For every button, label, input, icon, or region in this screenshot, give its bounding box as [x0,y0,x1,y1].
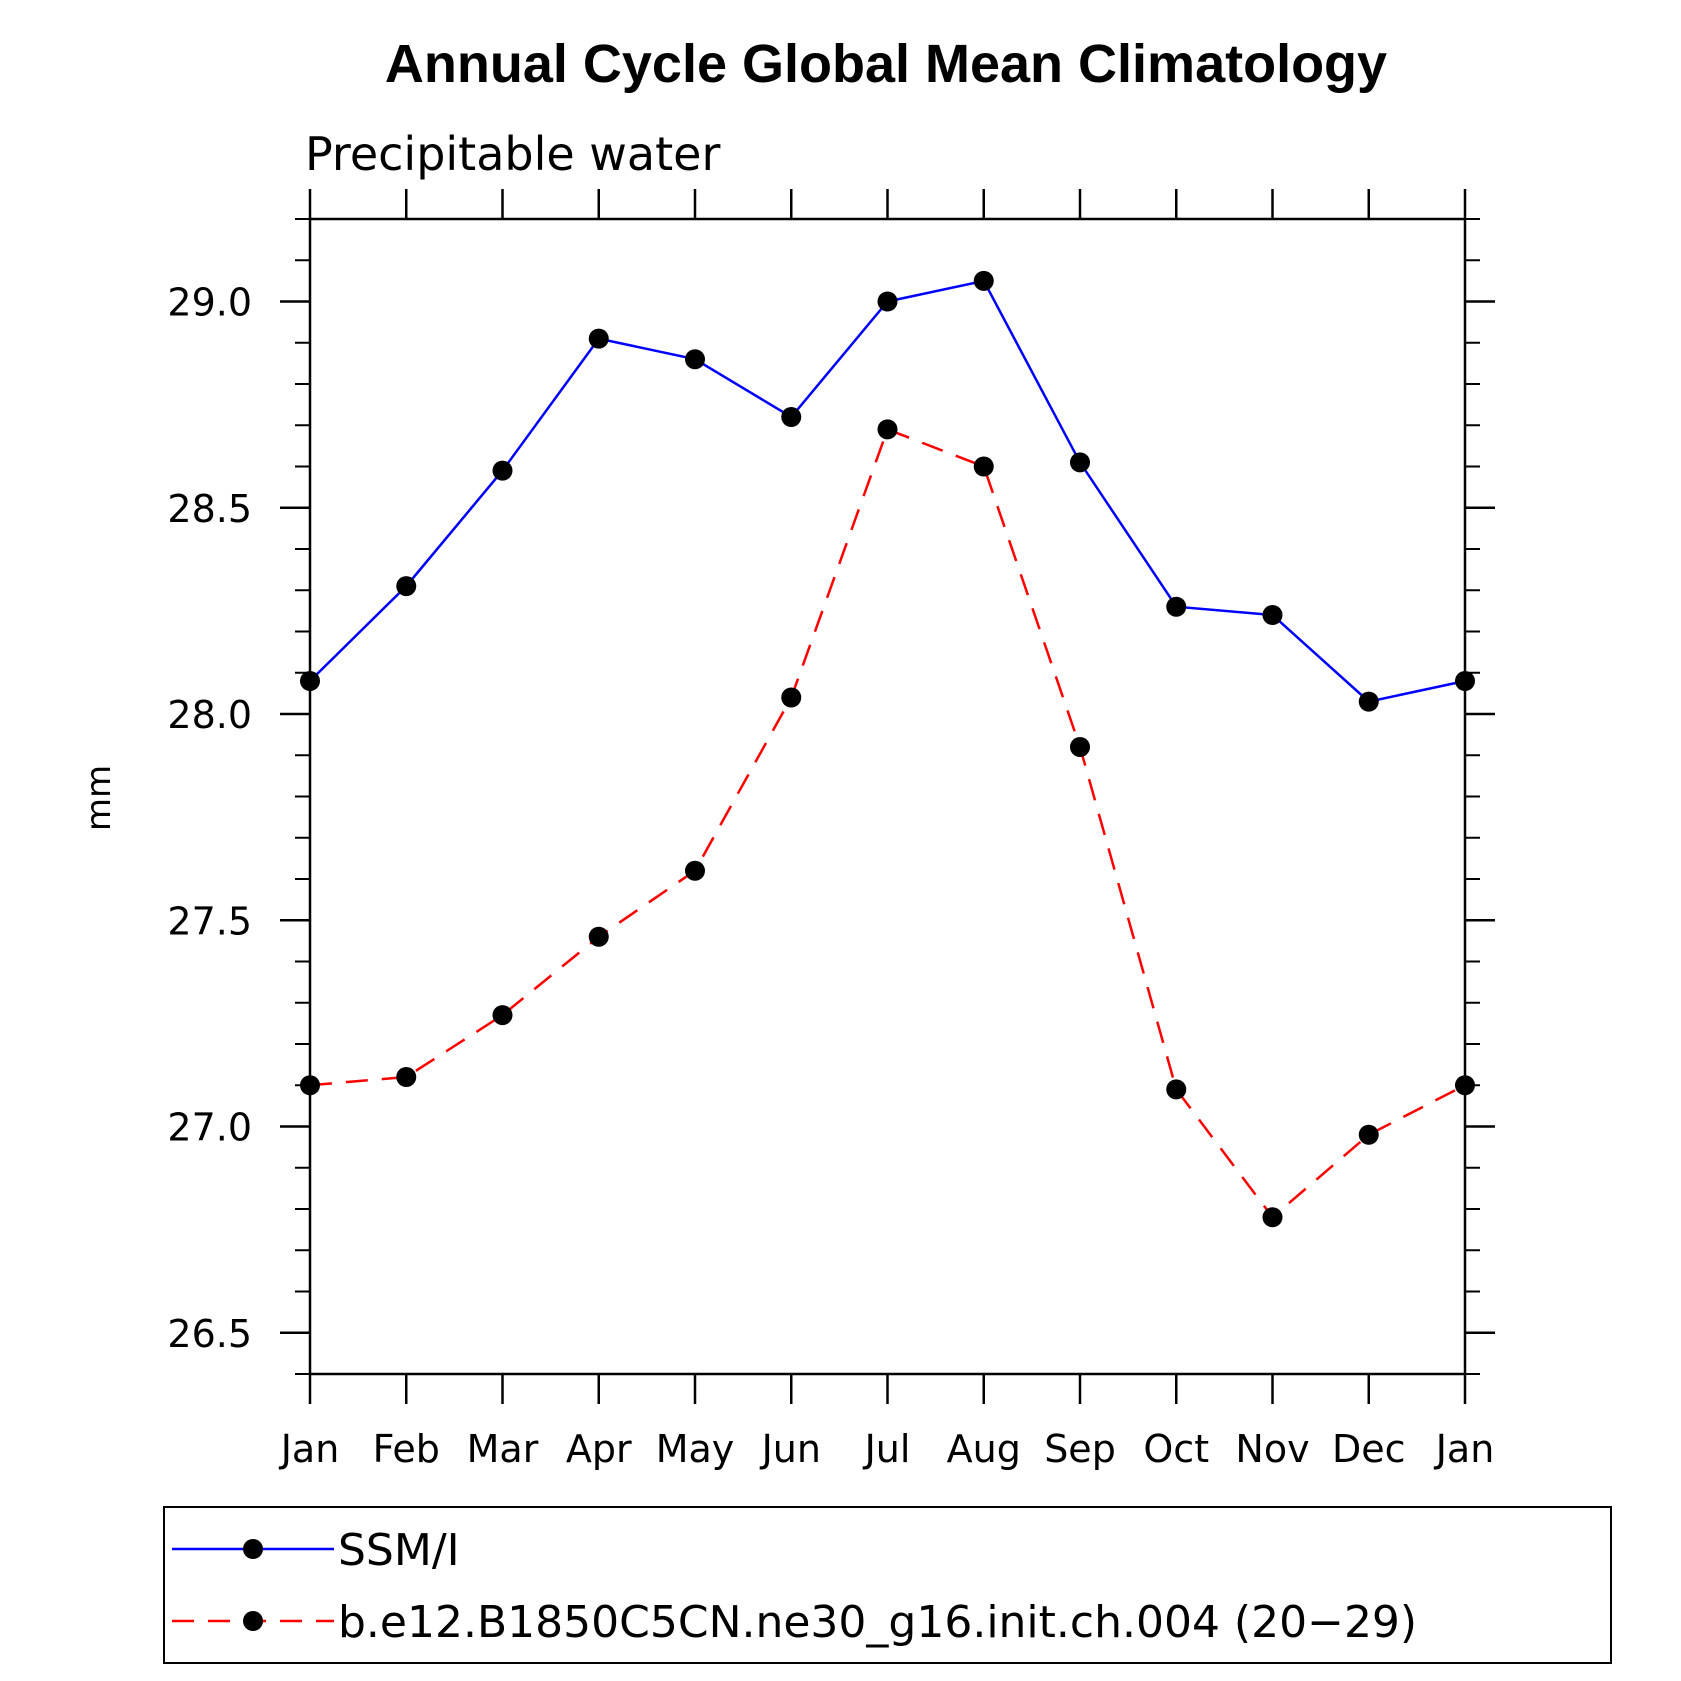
series-1-point [973,456,994,477]
series-0-point [973,270,994,291]
series-0-point [1455,671,1475,691]
legend-label-model: b.e12.B1850C5CN.ne30_g16.init.ch.004 (20… [338,1597,1417,1648]
x-tick-label: Jan [279,1427,340,1471]
series-1-point [1166,1079,1187,1100]
series-0-point [300,671,320,691]
series-0-point [1262,605,1283,625]
series-1-point [300,1075,320,1096]
x-tick-label: Jun [760,1427,821,1471]
y-tick-label: 28.0 [167,693,252,737]
y-axis-label: mm [79,765,119,831]
series-1-point [1070,737,1090,757]
x-tick-label: Mar [467,1427,539,1471]
series-1-point [588,926,609,947]
series-1-point [781,687,802,708]
legend-label-ssmi: SSM/I [338,1525,460,1576]
x-tick-label: Aug [947,1427,1021,1471]
series-1-point [877,419,898,440]
legend-marker-1 [243,1611,263,1631]
axes-layer: Jan Feb Mar Apr May Jun Jul Aug Sep Oct Nov Dec Jan 2… [167,189,1495,1471]
series-1-point [685,860,705,881]
legend: SSM/I b.e12.B1850C5CN.ne30_g16.init.ch.0… [163,1506,1612,1664]
x-tick-label: Jan [1434,1427,1495,1471]
series-0-point [1358,691,1379,712]
series-line-1 [309,427,1466,1220]
legend-marker-0 [243,1539,263,1559]
y-tick-label: 26.5 [167,1312,252,1356]
series-1-point [492,1005,513,1026]
series-0-point [685,349,705,370]
x-tick-label: Jul [863,1427,911,1471]
legend-frame [163,1506,1612,1664]
chart-subtitle: Precipitable water [305,127,720,181]
x-tick-label: Sep [1044,1427,1116,1471]
series-0-point [1166,596,1187,617]
x-tick-label: Feb [373,1427,440,1471]
series-layer [300,270,1475,1228]
y-tick-label: 28.5 [167,487,252,531]
x-tick-label: Oct [1143,1427,1209,1471]
x-tick-label: Dec [1332,1427,1406,1471]
series-0-point [492,460,513,481]
series-0-point [877,291,898,312]
series-0-point [396,576,417,597]
series-1-point [1262,1207,1283,1228]
x-tick-label: Nov [1235,1427,1309,1471]
y-tick-label: 27.0 [167,1106,252,1150]
series-1-point [1455,1075,1475,1096]
series-0-point [1070,452,1090,473]
series-0-point [781,407,802,427]
y-tick-label: 27.5 [167,899,252,943]
series-0-point [588,328,609,349]
series-line-0 [309,279,1466,703]
chart-title: Annual Cycle Global Mean Climatology [385,34,1387,94]
x-tick-label: Apr [566,1427,632,1471]
x-tick-label: May [656,1427,735,1471]
series-1-point [1358,1124,1379,1145]
y-tick-label: 29.0 [167,281,252,325]
series-1-point [396,1067,417,1087]
